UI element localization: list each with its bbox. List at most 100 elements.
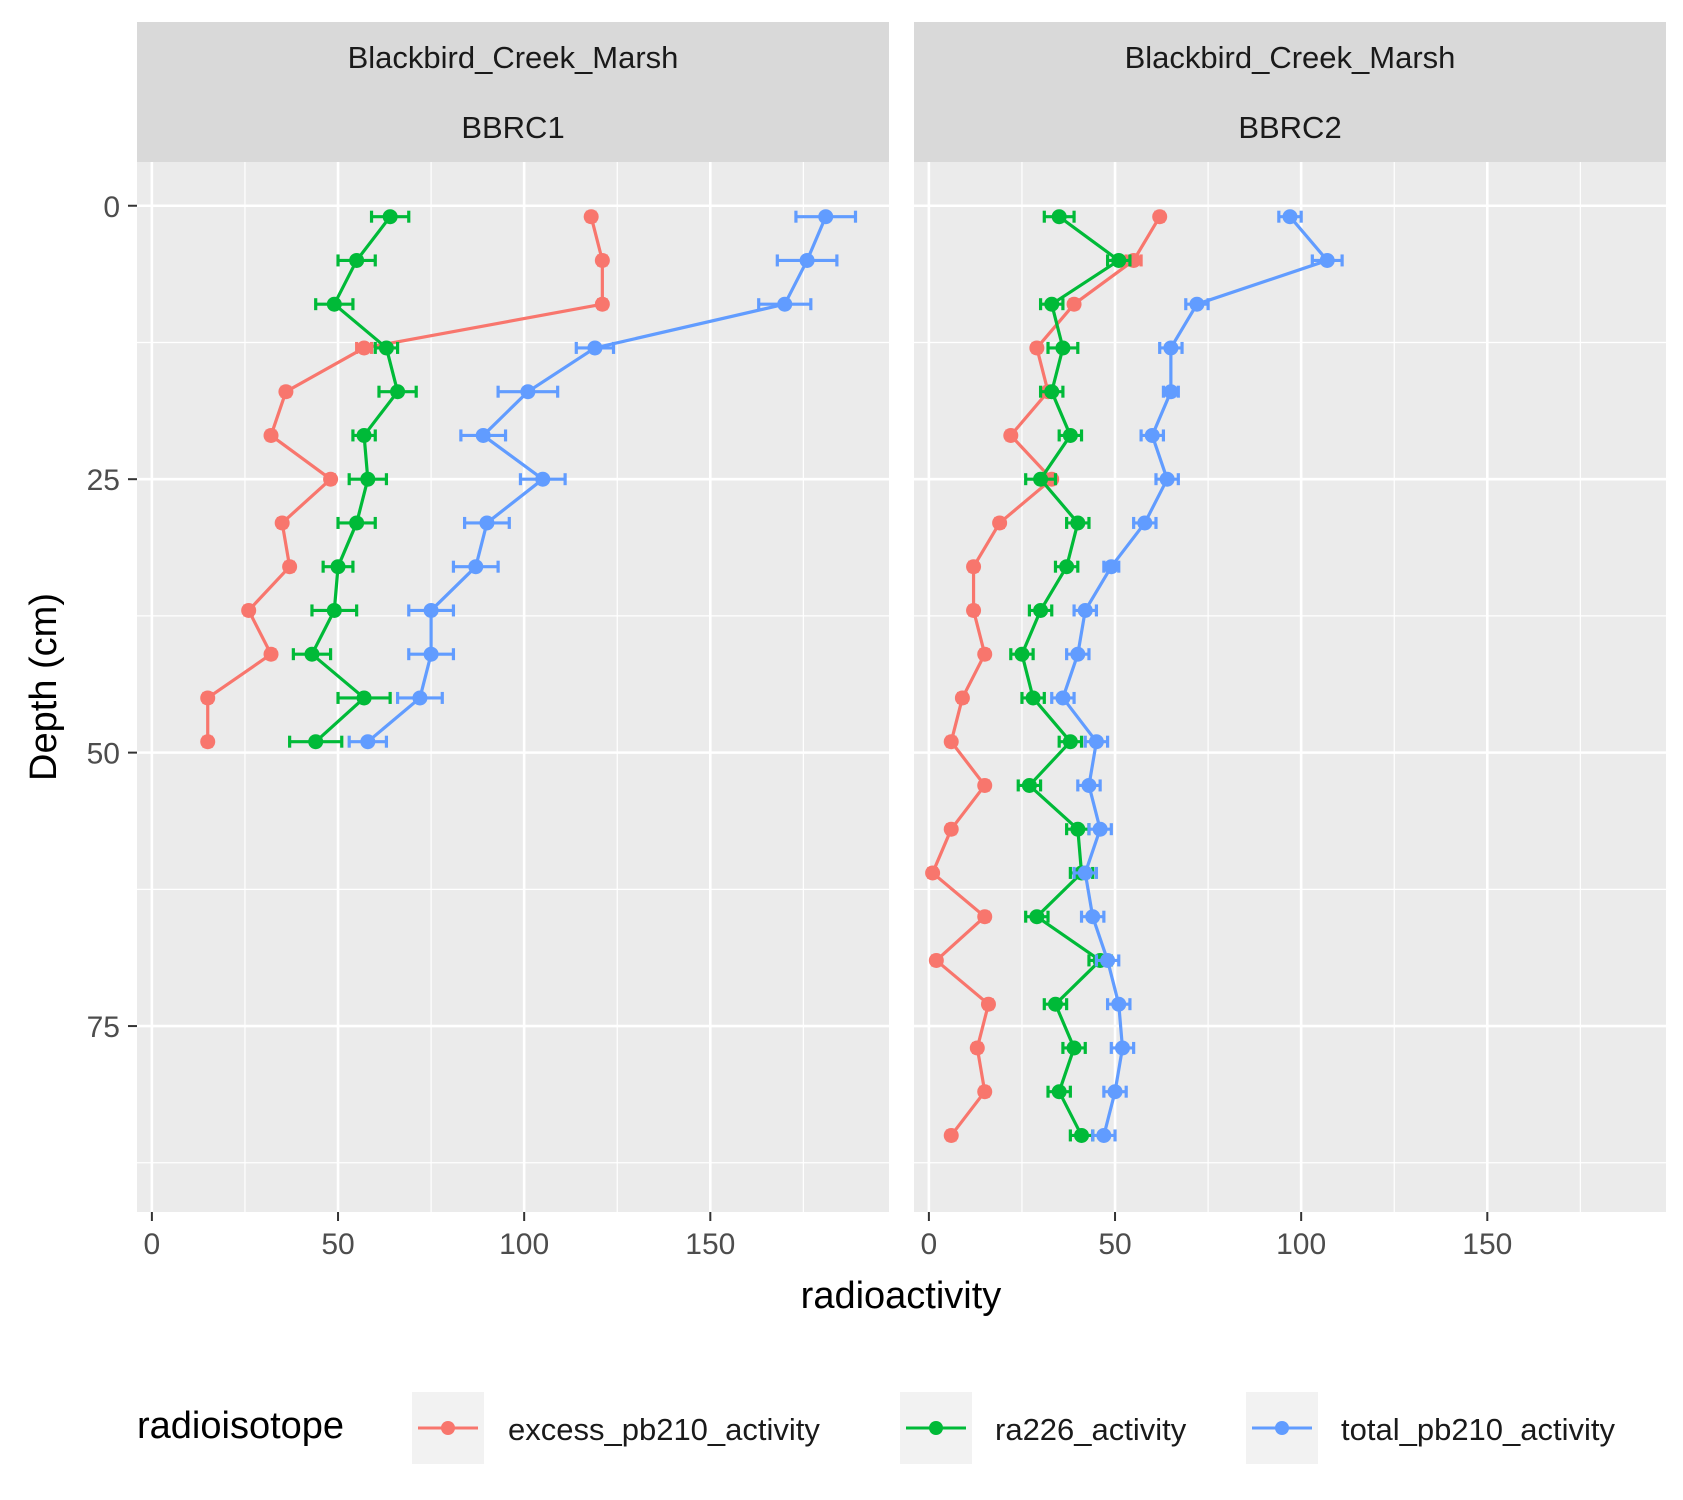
data-point bbox=[1038, 296, 1065, 312]
point-marker bbox=[943, 734, 959, 750]
point-marker bbox=[1033, 602, 1049, 618]
data-point bbox=[1184, 296, 1210, 312]
legend-key-excess-pb210: excess_pb210_activity bbox=[412, 1392, 820, 1464]
data-point bbox=[1057, 734, 1084, 750]
point-marker bbox=[943, 821, 959, 837]
facet-panel-bbrc1: Blackbird_Creek_Marsh BBRC1 0 50 100 150 bbox=[137, 22, 889, 1261]
point-marker bbox=[799, 252, 815, 268]
series-line-excess_pb210_activity bbox=[931, 215, 1162, 1137]
data-point bbox=[1042, 209, 1076, 225]
data-point bbox=[288, 734, 344, 750]
point-marker bbox=[1070, 821, 1086, 837]
data-point bbox=[1094, 952, 1121, 968]
point-marker bbox=[977, 777, 993, 793]
strip-top-label: Blackbird_Creek_Marsh bbox=[348, 40, 679, 75]
data-point bbox=[278, 384, 294, 400]
point-marker bbox=[1088, 734, 1104, 750]
data-point bbox=[1105, 252, 1132, 268]
point-marker bbox=[969, 1040, 985, 1056]
data-point bbox=[1065, 515, 1091, 531]
point-marker bbox=[360, 471, 376, 487]
point-marker bbox=[1189, 296, 1205, 312]
x-axis-ticks: 0 50 100 150 bbox=[921, 1212, 1512, 1261]
point-marker bbox=[992, 515, 1008, 531]
legend-label: excess_pb210_activity bbox=[508, 1412, 820, 1447]
data-point bbox=[336, 690, 392, 706]
plot-area bbox=[137, 162, 889, 1212]
point-marker bbox=[1319, 252, 1335, 268]
point-marker bbox=[423, 602, 439, 618]
data-point bbox=[1102, 559, 1121, 575]
data-point bbox=[1161, 384, 1180, 400]
legend: radioisotope excess_pb210_activity ra226… bbox=[137, 1392, 1616, 1464]
y-tick-label: 75 bbox=[87, 1011, 120, 1044]
grid-lines bbox=[137, 162, 889, 1212]
data-point bbox=[574, 340, 616, 356]
data-point bbox=[980, 996, 996, 1012]
point-marker bbox=[1103, 559, 1119, 575]
point-marker bbox=[1029, 909, 1045, 925]
data-point bbox=[594, 252, 610, 268]
point-marker bbox=[966, 559, 982, 575]
data-point bbox=[282, 559, 298, 575]
x-tick-label: 100 bbox=[499, 1228, 549, 1261]
point-marker bbox=[1092, 821, 1108, 837]
legend-title: radioisotope bbox=[137, 1405, 344, 1447]
data-point bbox=[1020, 690, 1046, 706]
point-marker bbox=[378, 340, 394, 356]
point-marker bbox=[282, 559, 298, 575]
point-marker bbox=[1163, 384, 1179, 400]
data-point bbox=[1024, 471, 1058, 487]
point-marker bbox=[412, 690, 428, 706]
data-point bbox=[347, 471, 389, 487]
strip-bottom-bg bbox=[914, 92, 1666, 162]
point-marker bbox=[1137, 515, 1153, 531]
x-axis-ticks: 0 50 100 150 bbox=[144, 1212, 735, 1261]
data-point bbox=[323, 471, 339, 487]
data-point bbox=[1109, 1040, 1136, 1056]
data-point bbox=[1083, 734, 1110, 750]
data-point bbox=[583, 209, 599, 225]
data-point bbox=[1310, 252, 1344, 268]
data-point bbox=[407, 602, 456, 618]
data-point bbox=[966, 602, 982, 618]
point-marker bbox=[349, 515, 365, 531]
point-marker bbox=[475, 427, 491, 443]
point-marker bbox=[1074, 1127, 1090, 1143]
point-marker bbox=[356, 690, 372, 706]
point-marker bbox=[1059, 559, 1075, 575]
point-marker bbox=[943, 1127, 959, 1143]
data-point bbox=[395, 690, 444, 706]
data-point bbox=[347, 734, 389, 750]
data-point bbox=[274, 515, 290, 531]
strip-top-label: Blackbird_Creek_Marsh bbox=[1125, 40, 1456, 75]
data-point bbox=[463, 515, 511, 531]
data-point bbox=[966, 559, 982, 575]
data-point bbox=[373, 340, 400, 356]
point-marker bbox=[594, 296, 610, 312]
point-marker bbox=[1077, 602, 1093, 618]
point-marker bbox=[954, 690, 970, 706]
data-point bbox=[1139, 427, 1166, 443]
data-point bbox=[351, 427, 377, 443]
point-marker bbox=[200, 690, 216, 706]
point-marker bbox=[323, 471, 339, 487]
data-point bbox=[977, 777, 993, 793]
point-marker bbox=[1055, 690, 1071, 706]
point-marker bbox=[349, 252, 365, 268]
point-marker bbox=[360, 734, 376, 750]
data-point bbox=[1065, 646, 1091, 662]
data-point bbox=[977, 909, 993, 925]
point-marker bbox=[1062, 427, 1078, 443]
y-tick-label: 50 bbox=[87, 738, 120, 771]
x-tick-label: 50 bbox=[1098, 1228, 1131, 1261]
point-marker bbox=[583, 209, 599, 225]
data-marks bbox=[925, 209, 1344, 1143]
point-marker bbox=[1081, 777, 1097, 793]
data-point bbox=[1079, 909, 1106, 925]
point-marker bbox=[1044, 296, 1060, 312]
data-point bbox=[1024, 909, 1050, 925]
data-point bbox=[925, 865, 941, 881]
point-marker bbox=[390, 384, 406, 400]
